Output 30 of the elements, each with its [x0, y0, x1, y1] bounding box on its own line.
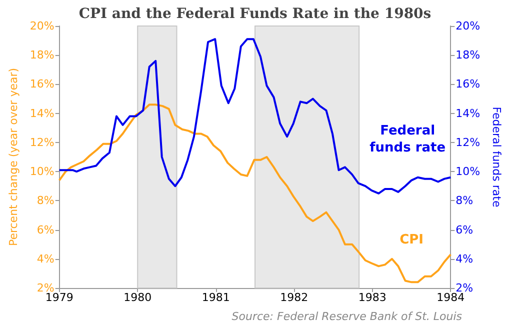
y-tick-label: 18% [30, 48, 54, 62]
y2-tick-label: 12% [456, 136, 480, 149]
y2-tick-label: 4% [456, 252, 474, 266]
y2-tick-label: 8% [456, 194, 474, 208]
x-tick-label: 1983 [358, 291, 386, 304]
y-tick-label: 10% [30, 165, 54, 178]
y2-tick-label: 14% [456, 106, 480, 120]
series-label: Federal funds rate [370, 124, 446, 156]
y-tick-label: 4% [36, 252, 54, 266]
y-tick-label: 12% [30, 136, 54, 149]
y-tick-label: 6% [36, 223, 54, 236]
x-tick-label: 1981 [202, 291, 230, 304]
y-tick-label: 8% [36, 194, 54, 208]
y-axis-title: Percent change (year over year) [7, 68, 20, 246]
line-series [58, 38, 452, 194]
x-tick-label: 1982 [280, 291, 308, 304]
y-tick-label: 16% [30, 78, 54, 91]
y-tick-label: 14% [30, 106, 54, 120]
y-tick-label: 20% [30, 20, 54, 32]
y2-tick-label: 20% [456, 20, 480, 32]
y2-tick-label: 6% [456, 223, 474, 236]
chart-title: CPI and the Federal Funds Rate in the 1980s [78, 6, 432, 22]
series-label: CPI [400, 232, 424, 248]
line-series [58, 104, 452, 284]
source-note: Source: Federal Reserve Bank of St. Louis [232, 310, 462, 323]
y2-axis-title: Federal funds rate [490, 106, 503, 208]
y2-tick-label: 10% [456, 165, 480, 178]
y2-tick-label: 18% [456, 48, 480, 62]
x-tick-label: 1980 [124, 291, 152, 304]
y2-tick-label: 16% [456, 78, 480, 91]
